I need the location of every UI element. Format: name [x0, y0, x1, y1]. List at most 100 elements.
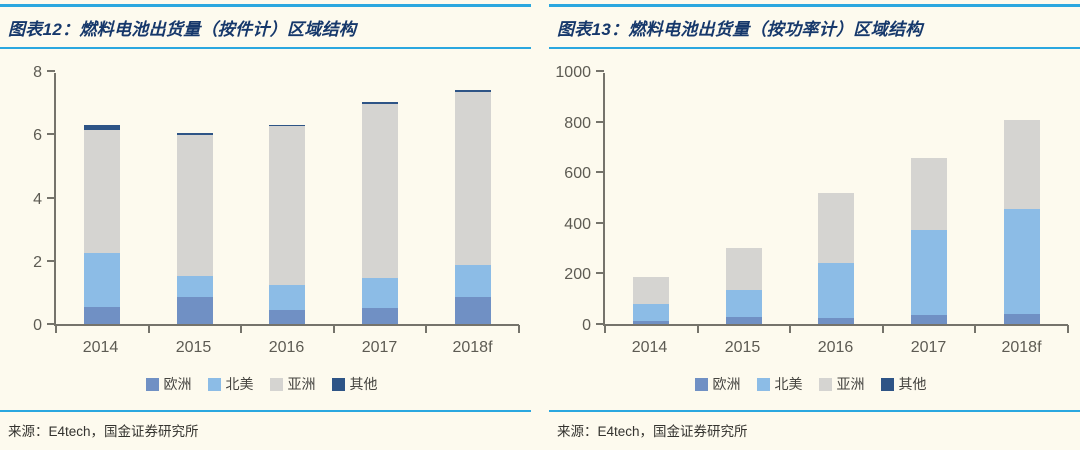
x-axis-tick	[240, 325, 243, 333]
x-axis-labels: 2014 2015 2016 2017 2018f	[54, 339, 519, 357]
x-axis-tick	[1067, 325, 1069, 333]
bar-segment	[84, 124, 121, 130]
legend-label: 其他	[349, 376, 378, 392]
legend-label: 其他	[898, 376, 927, 392]
plot-area	[47, 70, 520, 333]
legend-swatch	[331, 377, 345, 391]
x-axis-tick	[147, 325, 150, 333]
bar-segment	[269, 309, 306, 324]
bar-column	[56, 73, 149, 324]
legend-swatch	[818, 377, 832, 391]
y-axis: 0 2 4 6 8	[4, 64, 54, 334]
bar-column	[241, 73, 334, 324]
bar-column	[149, 73, 242, 324]
bar-segment	[911, 157, 948, 230]
panel-top-rule	[549, 4, 1080, 7]
y-axis-label: 6	[33, 127, 42, 145]
bar-segment	[269, 126, 306, 286]
legend-item: 欧洲	[694, 374, 741, 394]
bar-segment	[911, 315, 948, 324]
x-axis-tick	[604, 325, 606, 333]
x-axis-labels: 2014 2015 2016 2017 2018f	[603, 339, 1068, 357]
y-axis-tick	[596, 70, 604, 72]
legend-label: 北美	[774, 376, 803, 392]
y-axis-label: 200	[564, 266, 591, 284]
legend-item: 其他	[880, 374, 927, 394]
bar-column	[605, 73, 698, 324]
plot-area	[596, 70, 1069, 333]
stacked-bar	[362, 101, 399, 324]
x-axis-label: 2014	[82, 339, 119, 356]
y-axis-label: 2	[33, 253, 42, 271]
legend-item: 北美	[207, 374, 254, 394]
y-axis-tick	[596, 272, 604, 275]
y-axis-tick	[596, 323, 604, 325]
x-axis-label: 2018f	[452, 339, 493, 356]
x-axis-tick	[55, 325, 57, 333]
source-note: 来源：E4tech，国金证券研究所	[8, 424, 199, 439]
bar-segment	[818, 193, 855, 264]
y-axis-label: 1000	[555, 64, 591, 81]
legend-swatch	[694, 377, 708, 391]
plot-area-row: 0 2 4 6 8	[4, 64, 520, 334]
bar-segment	[454, 91, 491, 265]
y-axis-tick	[596, 120, 604, 123]
bar-segment	[725, 317, 762, 324]
x-axis-label: 2017	[910, 339, 947, 356]
x-axis-tick	[696, 325, 699, 333]
bar-segment	[84, 306, 121, 324]
stacked-bar	[1003, 120, 1040, 324]
x-axis-tick	[518, 325, 520, 333]
legend-item: 亚洲	[818, 374, 865, 394]
bar-segment	[269, 285, 306, 310]
bar-segment	[1003, 120, 1040, 209]
legend-item: 亚洲	[269, 374, 316, 394]
y-axis-label: 400	[564, 215, 591, 233]
y-axis-tick	[596, 221, 604, 224]
x-axis-tick	[332, 325, 335, 333]
bar-segment	[1003, 313, 1040, 324]
bar-column	[883, 73, 976, 324]
stacked-bar	[176, 132, 213, 324]
y-axis: 0 200 400 600 800 1000	[553, 64, 603, 334]
bar-column	[426, 73, 519, 324]
bar-segment	[633, 303, 670, 322]
bar-segment	[454, 296, 491, 324]
stacked-bar	[633, 277, 670, 324]
bar-segment	[362, 104, 399, 279]
bar-segment	[176, 132, 213, 136]
y-axis-tick	[47, 259, 55, 262]
y-axis-label: 4	[33, 190, 42, 208]
legend-label: 欧洲	[163, 376, 192, 392]
y-axis-tick	[47, 70, 55, 72]
legend-swatch	[207, 377, 221, 391]
y-axis-tick	[47, 196, 55, 199]
y-axis-label: 800	[564, 114, 591, 132]
x-axis-label: 2014	[631, 339, 668, 356]
stacked-bar-chart-by-power: 0 200 400 600 800 1000 2014 2015 2016 2017 2018f 欧洲…	[549, 49, 1080, 394]
chart-panel-by-units: 图表12：燃料电池出货量（按件计）区域结构 0 2 4 6 8 2014 2015 2016 2…	[0, 4, 531, 446]
bar-segment	[176, 297, 213, 324]
panel-top-rule	[0, 4, 531, 7]
panel-spacer	[549, 394, 1080, 410]
bar-segment	[911, 229, 948, 316]
bar-segment	[454, 264, 491, 297]
legend-item: 北美	[756, 374, 803, 394]
stacked-bar	[84, 124, 121, 324]
bar-segment	[84, 252, 121, 307]
y-axis-label: 0	[582, 317, 591, 334]
bar-segment	[269, 124, 306, 127]
legend-label: 北美	[225, 376, 254, 392]
bar-segment	[818, 263, 855, 318]
x-axis-tick	[789, 325, 792, 333]
title-underline-rule	[0, 47, 531, 49]
legend-item: 欧洲	[145, 374, 192, 394]
bar-segment	[633, 321, 670, 324]
stacked-bar	[454, 90, 491, 324]
panel-spacer	[0, 394, 531, 410]
legend-swatch	[880, 377, 894, 391]
y-axis-tick	[596, 171, 604, 174]
bar-segment	[176, 275, 213, 298]
bar-columns	[56, 73, 519, 324]
